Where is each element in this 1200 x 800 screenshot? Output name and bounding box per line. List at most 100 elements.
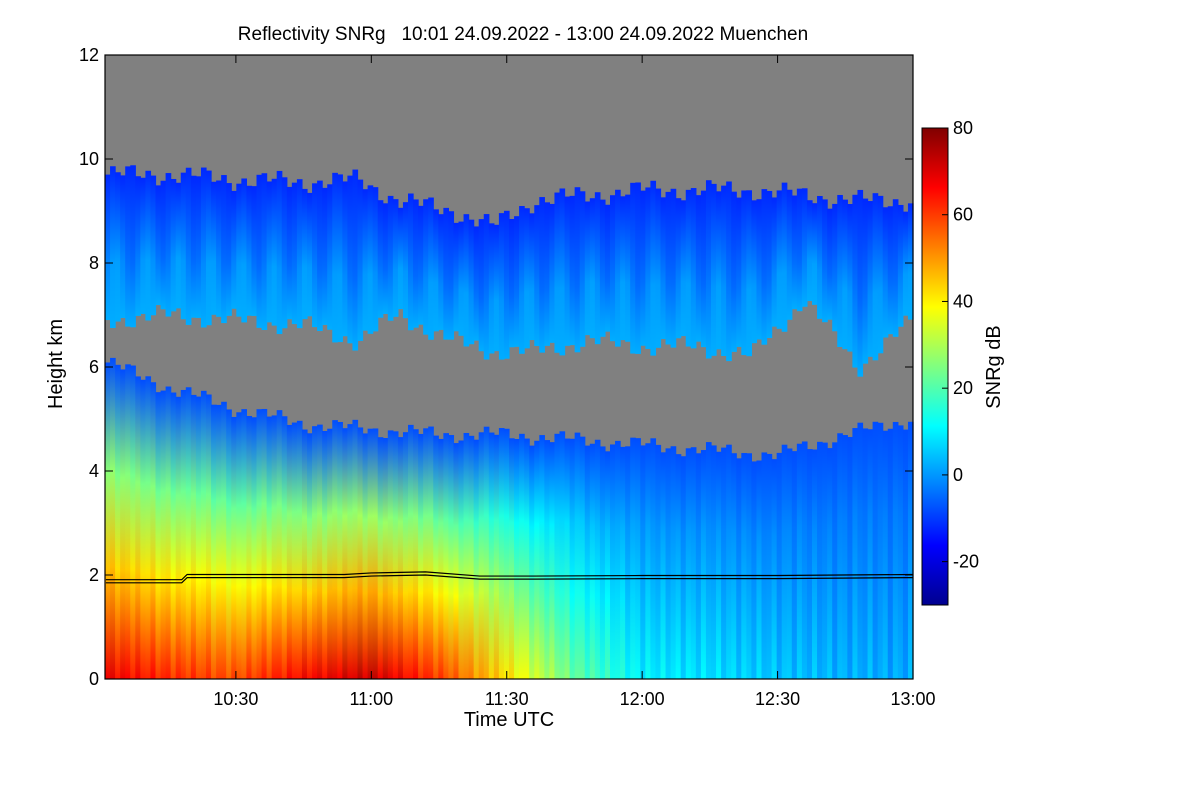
precipitation-column [872,421,879,679]
precipitation-column [337,421,343,679]
upper-cloud-column [402,202,409,319]
upper-cloud-column [296,179,303,329]
precipitation-column [665,448,672,679]
upper-cloud-column [256,174,263,328]
precipitation-column [761,452,768,679]
precipitation-column [271,415,278,679]
precipitation-column [408,424,414,679]
upper-cloud-column [140,177,146,314]
upper-cloud-column [837,194,843,348]
precipitation-column [347,424,354,679]
precipitation-column [721,447,727,679]
precipitation-column [705,442,712,679]
precipitation-column [776,452,783,679]
chart-title: Reflectivity SNRg 10:01 24.09.2022 - 13:… [238,24,808,45]
precipitation-column [660,452,667,679]
upper-cloud-column [650,180,657,356]
precipitation-column [534,440,540,679]
precipitation-column [559,431,566,679]
upper-cloud-column [801,188,808,307]
precipitation-column [806,449,813,679]
precipitation-column [241,409,247,679]
upper-cloud-column [362,189,369,331]
y-tick-label: 6 [89,357,99,377]
precipitation-column [438,438,444,679]
precipitation-column [812,449,818,679]
precipitation-column [327,428,333,679]
upper-cloud-column [584,201,591,336]
upper-cloud-column [130,165,136,328]
upper-cloud-column [458,221,465,336]
precipitation-column [120,369,126,679]
upper-cloud-column [392,199,399,317]
upper-cloud-column [488,223,495,354]
upper-cloud-column [483,214,490,360]
precipitation-column [867,429,874,679]
precipitation-column [110,357,116,679]
precipitation-column [817,441,823,679]
upper-cloud-column [120,175,126,319]
x-tick-label: 12:00 [620,689,665,709]
precipitation-column [291,422,298,679]
upper-cloud-column [700,190,707,348]
precipitation-column [685,448,692,679]
upper-cloud-column [842,199,848,350]
upper-cloud-column [241,178,247,323]
y-axis-label: Height km [45,319,67,409]
upper-cloud-column [200,167,207,328]
upper-cloud-column [872,193,879,361]
precipitation-column [443,433,449,679]
precipitation-column [620,446,626,679]
upper-cloud-column [756,199,763,340]
precipitation-column [155,392,162,679]
precipitation-column [468,435,475,679]
upper-cloud-column [665,191,672,345]
precipitation-column [221,401,227,679]
precipitation-column [463,432,470,679]
x-tick-label: 11:30 [485,689,529,709]
upper-cloud-column [822,199,828,323]
precipitation-column [473,439,480,679]
upper-cloud-column [493,224,500,352]
precipitation-column [610,444,616,679]
upper-cloud-column [599,199,606,337]
precipitation-column [796,443,803,679]
upper-cloud-column [418,205,424,325]
upper-cloud-column [549,203,556,343]
upper-cloud-column [226,183,232,316]
upper-cloud-column [145,170,152,321]
upper-cloud-column [266,181,273,323]
upper-cloud-column [569,195,576,346]
plot-area [104,54,914,680]
upper-cloud-column [408,193,414,331]
upper-cloud-column [170,178,177,312]
upper-cloud-column [766,190,773,339]
upper-cloud-column [832,203,838,332]
precipitation-column [670,446,677,679]
precipitation-column [357,427,364,679]
upper-cloud-column [882,207,889,338]
upper-cloud-column [377,200,384,318]
upper-cloud-column [387,195,394,321]
upper-cloud-column [453,222,460,332]
precipitation-column [498,428,505,679]
upper-cloud-column [887,206,894,335]
upper-cloud-column [640,190,646,346]
precipitation-column [206,394,212,679]
upper-cloud-column [327,184,333,330]
upper-cloud-column [357,179,364,341]
upper-cloud-column [195,176,202,318]
upper-cloud-column [160,180,167,310]
x-tick-label: 10:30 [213,689,258,709]
upper-cloud-column [155,185,162,306]
precipitation-column [185,387,192,679]
y-tick-label: 12 [79,45,99,65]
precipitation-column [842,435,848,679]
precipitation-column [433,435,439,679]
precipitation-column [226,409,232,679]
upper-cloud-column [519,206,525,354]
upper-cloud-column [867,201,874,357]
upper-cloud-column [620,196,626,341]
precipitation-column [569,438,576,679]
precipitation-column [231,416,237,679]
